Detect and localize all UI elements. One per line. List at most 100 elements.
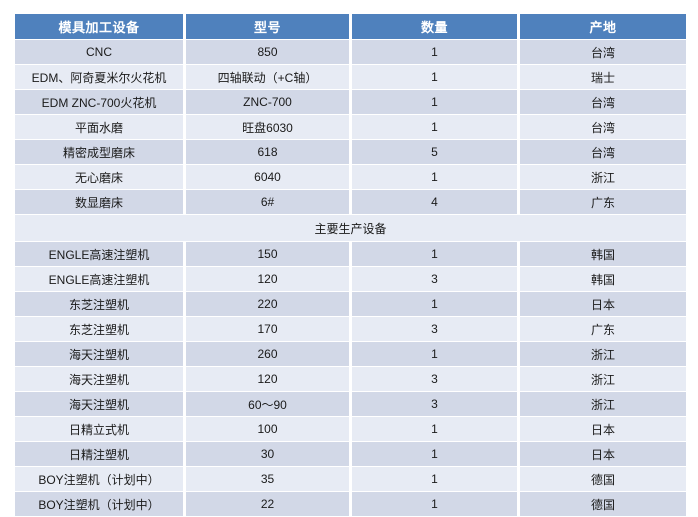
cell-origin: 台湾 (520, 140, 686, 164)
table-row: 日精立式机 100 1 日本 (15, 417, 686, 441)
table-row: 海天注塑机 260 1 浙江 (15, 342, 686, 366)
cell-equipment-name: 海天注塑机 (15, 342, 183, 366)
cell-quantity: 3 (352, 367, 517, 391)
cell-origin: 日本 (520, 292, 686, 316)
column-header-model: 型号 (186, 14, 349, 39)
cell-origin: 台湾 (520, 90, 686, 114)
table-row: 平面水磨 旺盘6030 1 台湾 (15, 115, 686, 139)
cell-quantity: 1 (352, 417, 517, 441)
cell-equipment-name: 东芝注塑机 (15, 317, 183, 341)
cell-quantity: 1 (352, 242, 517, 266)
table-row: 精密成型磨床 618 5 台湾 (15, 140, 686, 164)
cell-equipment-name: CNC (15, 40, 183, 64)
cell-model: 100 (186, 417, 349, 441)
cell-model: 170 (186, 317, 349, 341)
table-row: 东芝注塑机 220 1 日本 (15, 292, 686, 316)
cell-quantity: 1 (352, 467, 517, 491)
cell-origin: 浙江 (520, 367, 686, 391)
cell-equipment-name: 东芝注塑机 (15, 292, 183, 316)
cell-model: 22 (186, 492, 349, 516)
cell-origin: 韩国 (520, 242, 686, 266)
cell-origin: 台湾 (520, 115, 686, 139)
equipment-table-container: 模具加工设备 型号 数量 产地 CNC 850 1 台湾 EDM、阿奇夏米尔火花机 四轴联… (12, 13, 686, 517)
cell-quantity: 3 (352, 392, 517, 416)
cell-equipment-name: 平面水磨 (15, 115, 183, 139)
cell-origin: 韩国 (520, 267, 686, 291)
table-header: 模具加工设备 型号 数量 产地 (15, 14, 686, 39)
cell-origin: 浙江 (520, 392, 686, 416)
table-row: EDM、阿奇夏米尔火花机 四轴联动（+C轴） 1 瑞士 (15, 65, 686, 89)
cell-quantity: 1 (352, 342, 517, 366)
cell-model: 四轴联动（+C轴） (186, 65, 349, 89)
cell-model: 35 (186, 467, 349, 491)
cell-equipment-name: BOY注塑机（计划中） (15, 492, 183, 516)
table-row: EDM ZNC-700火花机 ZNC-700 1 台湾 (15, 90, 686, 114)
cell-equipment-name: 日精注塑机 (15, 442, 183, 466)
cell-model: 150 (186, 242, 349, 266)
cell-origin: 广东 (520, 317, 686, 341)
cell-origin: 广东 (520, 190, 686, 214)
cell-equipment-name: 精密成型磨床 (15, 140, 183, 164)
table-row: BOY注塑机（计划中） 35 1 德国 (15, 467, 686, 491)
table-row: CNC 850 1 台湾 (15, 40, 686, 64)
cell-quantity: 3 (352, 267, 517, 291)
table-row: ENGLE高速注塑机 150 1 韩国 (15, 242, 686, 266)
cell-model: 260 (186, 342, 349, 366)
cell-origin: 瑞士 (520, 65, 686, 89)
cell-model: 618 (186, 140, 349, 164)
cell-equipment-name: 海天注塑机 (15, 367, 183, 391)
table-row: BOY注塑机（计划中） 22 1 德国 (15, 492, 686, 516)
cell-origin: 浙江 (520, 342, 686, 366)
table-row: 海天注塑机 60～90 3 浙江 (15, 392, 686, 416)
table-row: 海天注塑机 120 3 浙江 (15, 367, 686, 391)
column-header-origin: 产地 (520, 14, 686, 39)
cell-model: 850 (186, 40, 349, 64)
table-row: 日精注塑机 30 1 日本 (15, 442, 686, 466)
table-row: 东芝注塑机 170 3 广东 (15, 317, 686, 341)
cell-equipment-name: EDM、阿奇夏米尔火花机 (15, 65, 183, 89)
cell-origin: 德国 (520, 492, 686, 516)
cell-origin: 德国 (520, 467, 686, 491)
cell-quantity: 1 (352, 292, 517, 316)
table-row: 无心磨床 6040 1 浙江 (15, 165, 686, 189)
cell-origin: 浙江 (520, 165, 686, 189)
cell-model: 30 (186, 442, 349, 466)
cell-equipment-name: 无心磨床 (15, 165, 183, 189)
cell-origin: 台湾 (520, 40, 686, 64)
cell-equipment-name: ENGLE高速注塑机 (15, 267, 183, 291)
cell-equipment-name: 数显磨床 (15, 190, 183, 214)
cell-model: 旺盘6030 (186, 115, 349, 139)
cell-equipment-name: BOY注塑机（计划中） (15, 467, 183, 491)
cell-model: ZNC-700 (186, 90, 349, 114)
cell-equipment-name: 海天注塑机 (15, 392, 183, 416)
cell-quantity: 1 (352, 165, 517, 189)
cell-quantity: 1 (352, 65, 517, 89)
cell-quantity: 4 (352, 190, 517, 214)
cell-quantity: 1 (352, 492, 517, 516)
table-section-row: 主要生产设备 (15, 215, 686, 241)
cell-quantity: 3 (352, 317, 517, 341)
cell-model: 60～90 (186, 392, 349, 416)
cell-model: 120 (186, 267, 349, 291)
cell-quantity: 1 (352, 90, 517, 114)
cell-quantity: 1 (352, 442, 517, 466)
cell-quantity: 1 (352, 115, 517, 139)
column-header-equipment: 模具加工设备 (15, 14, 183, 39)
cell-equipment-name: ENGLE高速注塑机 (15, 242, 183, 266)
cell-quantity: 5 (352, 140, 517, 164)
cell-origin: 日本 (520, 417, 686, 441)
cell-origin: 日本 (520, 442, 686, 466)
cell-model: 6# (186, 190, 349, 214)
equipment-table: 模具加工设备 型号 数量 产地 CNC 850 1 台湾 EDM、阿奇夏米尔火花机 四轴联… (12, 13, 689, 517)
section-label: 主要生产设备 (15, 215, 686, 241)
header-row: 模具加工设备 型号 数量 产地 (15, 14, 686, 39)
cell-model: 6040 (186, 165, 349, 189)
cell-quantity: 1 (352, 40, 517, 64)
table-row: 数显磨床 6# 4 广东 (15, 190, 686, 214)
table-row: ENGLE高速注塑机 120 3 韩国 (15, 267, 686, 291)
cell-model: 120 (186, 367, 349, 391)
column-header-quantity: 数量 (352, 14, 517, 39)
cell-equipment-name: 日精立式机 (15, 417, 183, 441)
table-body: CNC 850 1 台湾 EDM、阿奇夏米尔火花机 四轴联动（+C轴） 1 瑞士 EDM ZNC… (15, 40, 686, 516)
cell-equipment-name: EDM ZNC-700火花机 (15, 90, 183, 114)
